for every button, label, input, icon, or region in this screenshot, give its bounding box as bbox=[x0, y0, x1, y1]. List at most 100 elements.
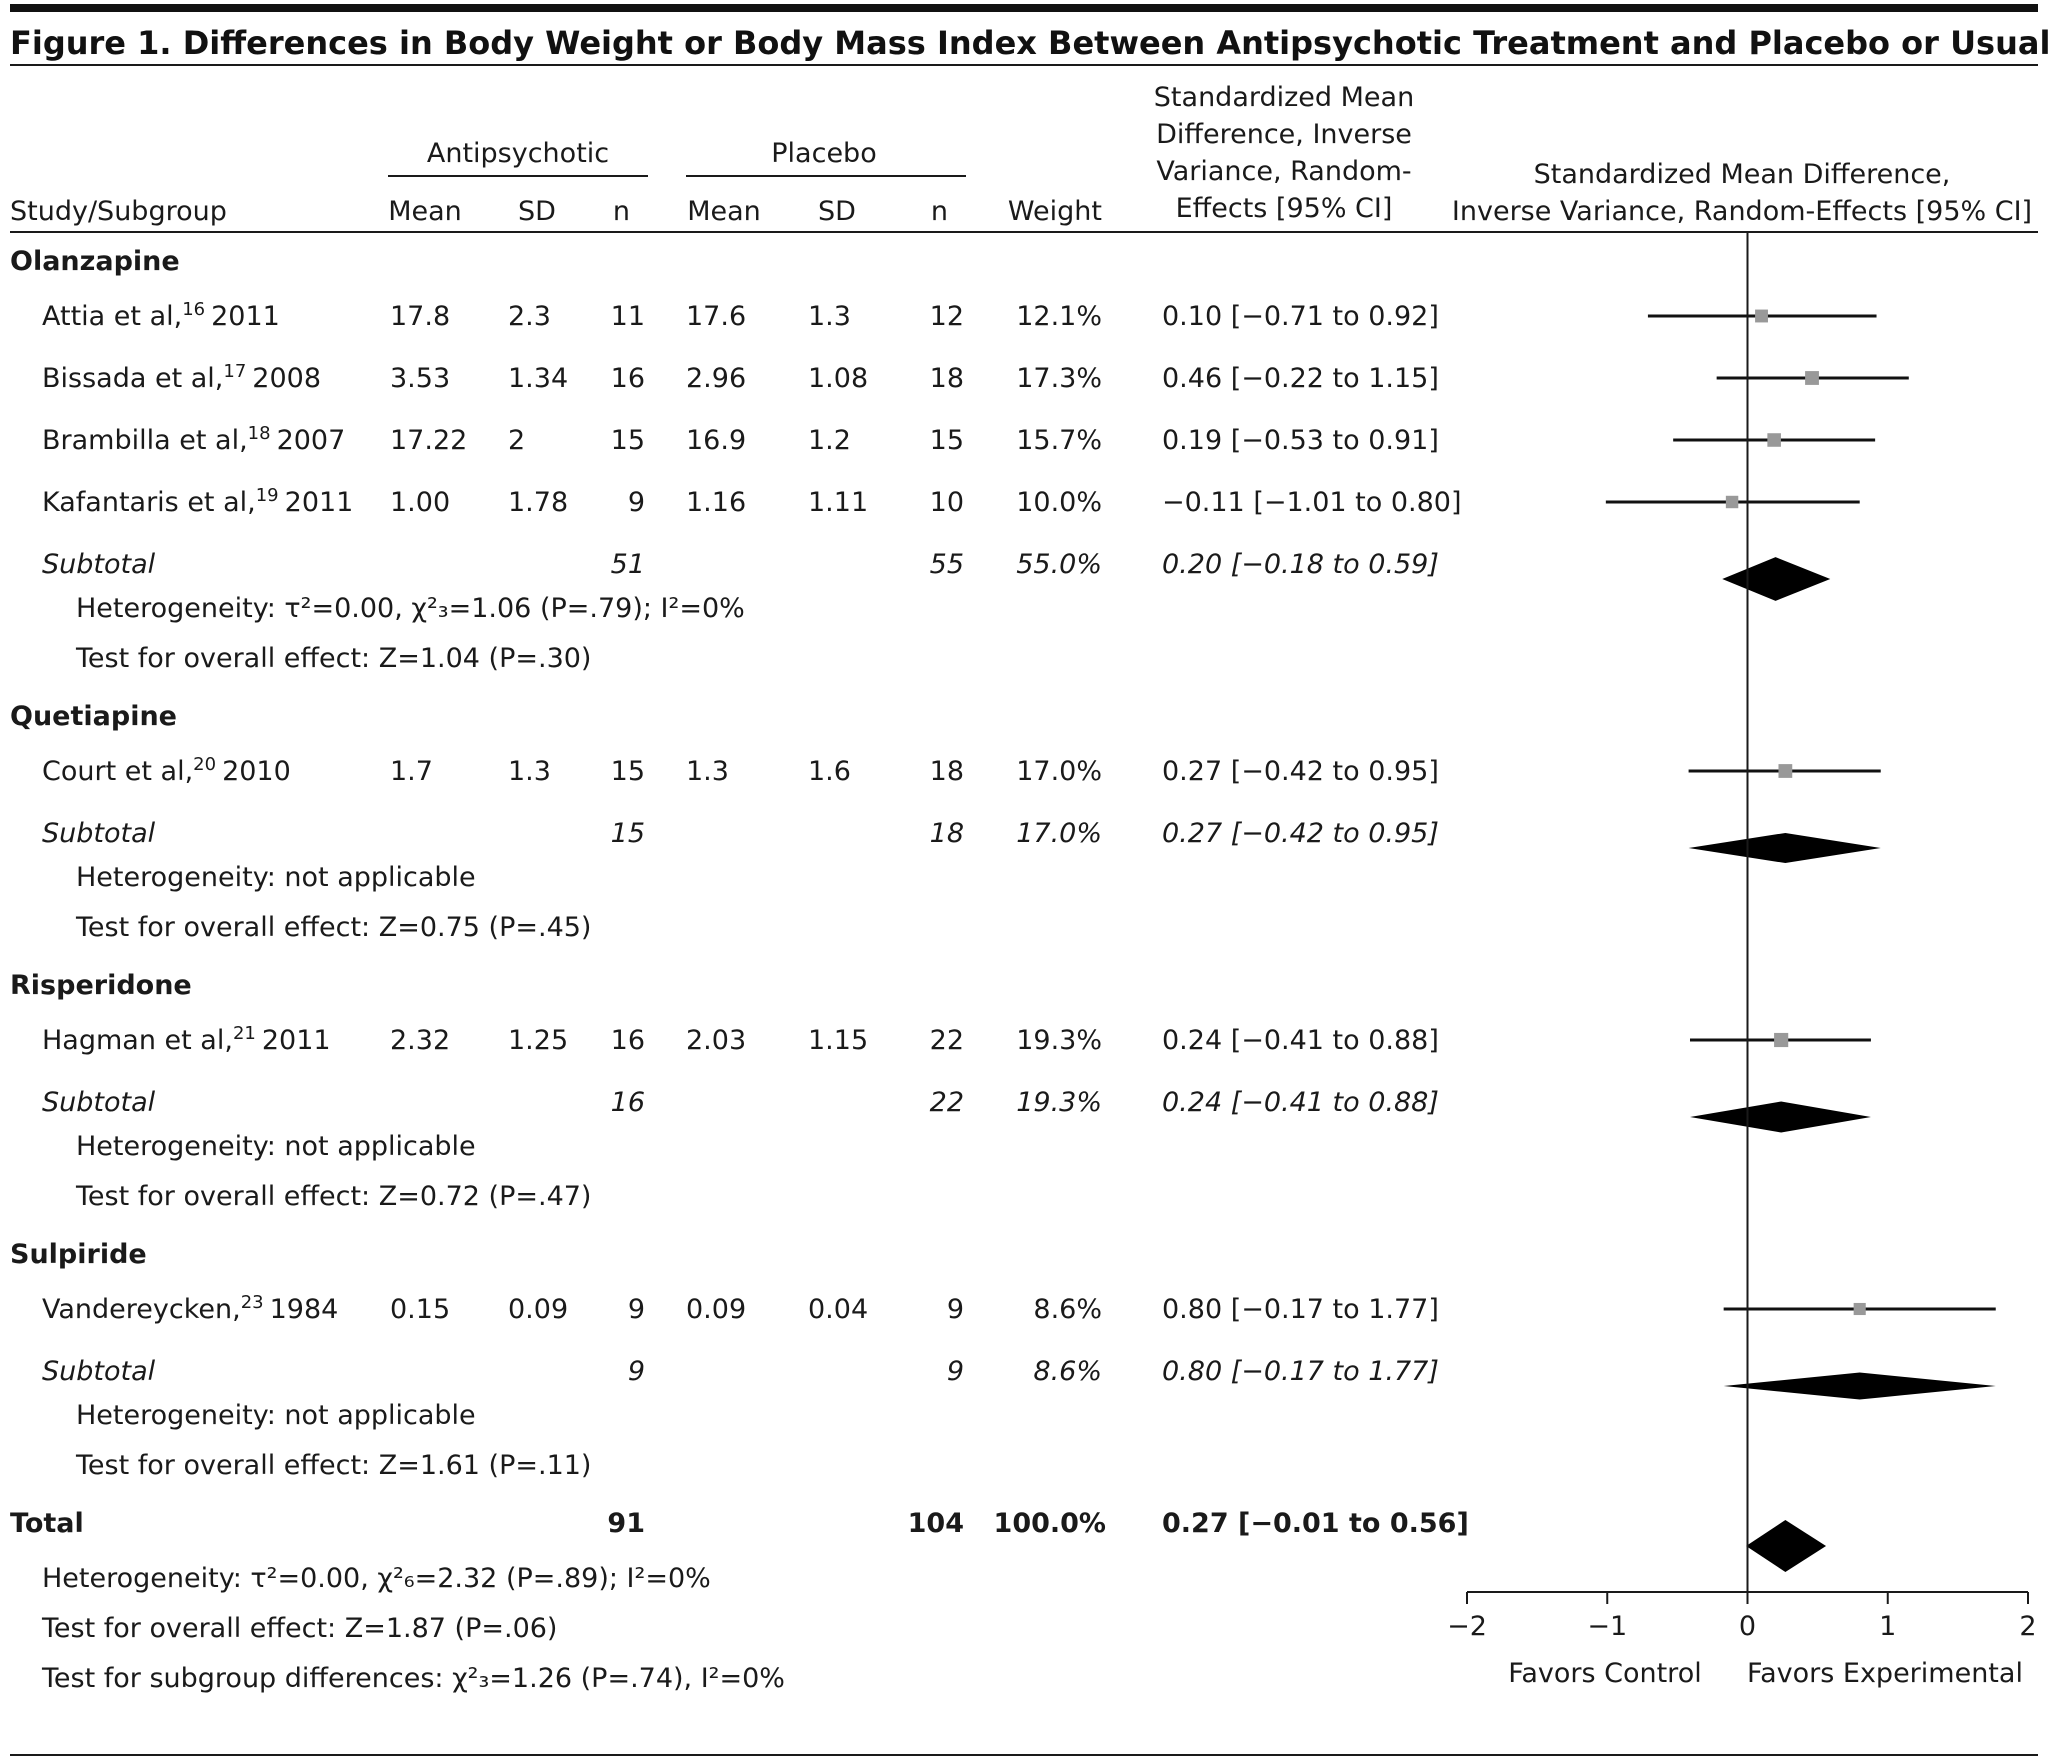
study-point-marker bbox=[1805, 371, 1819, 385]
study-weight: 10.0% bbox=[1016, 487, 1102, 518]
group-name: Sulpiride bbox=[10, 1239, 147, 1270]
subtotal-label: Subtotal bbox=[42, 549, 156, 580]
subtotal-n-antipsychotic: 51 bbox=[611, 549, 645, 580]
study-year: 2008 bbox=[252, 363, 321, 394]
study-n-antipsychotic: 9 bbox=[628, 1294, 645, 1325]
subtotal-ci: 0.80 [−0.17 to 1.77] bbox=[1162, 1356, 1439, 1387]
study-mean-placebo: 1.16 bbox=[686, 487, 746, 518]
header-plot-line: Inverse Variance, Random-Effects [95% CI… bbox=[1452, 196, 2032, 227]
subtotal-n-antipsychotic: 9 bbox=[628, 1356, 645, 1387]
header-smd-line: Standardized Mean bbox=[1154, 82, 1414, 113]
study-sd-placebo: 1.15 bbox=[808, 1025, 868, 1056]
study-sd-placebo: 1.2 bbox=[808, 425, 851, 456]
study-point-marker bbox=[1774, 1032, 1789, 1048]
study-mean-antipsychotic: 0.15 bbox=[390, 1294, 450, 1325]
subgroup-overall-effect: Test for overall effect: Z=0.75 (P=.45) bbox=[75, 912, 591, 943]
study-n-antipsychotic: 16 bbox=[611, 363, 645, 394]
subgroup-heterogeneity: Heterogeneity: not applicable bbox=[76, 862, 476, 893]
study-year: 2011 bbox=[285, 487, 354, 518]
study-mean-placebo: 2.96 bbox=[686, 363, 746, 394]
x-tick-label: 2 bbox=[2019, 1611, 2036, 1642]
x-tick-label: 1 bbox=[1879, 1611, 1896, 1642]
study-n-placebo: 22 bbox=[930, 1025, 964, 1056]
study-weight: 12.1% bbox=[1016, 301, 1102, 332]
subgroup-heterogeneity: Heterogeneity: not applicable bbox=[76, 1131, 476, 1162]
group-name: Olanzapine bbox=[10, 246, 180, 277]
study-sd-placebo: 0.04 bbox=[808, 1294, 868, 1325]
subtotal-label: Subtotal bbox=[42, 818, 156, 849]
study-ci: 0.46 [−0.22 to 1.15] bbox=[1162, 363, 1439, 394]
study-ci: −0.11 [−1.01 to 0.80] bbox=[1162, 487, 1462, 518]
study-point-marker bbox=[1767, 433, 1781, 447]
subgroup-heterogeneity: Heterogeneity: τ²=0.00, χ²₃=1.06 (P=.79)… bbox=[76, 593, 745, 624]
study-author: Attia et al,16 2011 bbox=[42, 299, 280, 332]
study-author: Court et al,20 2010 bbox=[42, 754, 291, 787]
study-sd-antipsychotic: 2 bbox=[508, 425, 525, 456]
header-n-1: n bbox=[613, 196, 630, 227]
header-antipsychotic: Antipsychotic bbox=[427, 138, 609, 169]
header-study-subgroup: Study/Subgroup bbox=[10, 196, 227, 227]
study-n-antipsychotic: 11 bbox=[611, 301, 645, 332]
x-tick-label: −2 bbox=[1447, 1611, 1487, 1642]
study-n-antipsychotic: 15 bbox=[611, 756, 645, 787]
subtotal-ci: 0.24 [−0.41 to 0.88] bbox=[1162, 1087, 1439, 1118]
study-ref: 16 bbox=[182, 299, 205, 320]
total-label: Total bbox=[10, 1508, 84, 1539]
study-author: Vandereycken,23 1984 bbox=[42, 1292, 338, 1325]
header-smd-line: Difference, Inverse bbox=[1156, 119, 1412, 150]
study-weight: 17.0% bbox=[1016, 756, 1102, 787]
study-ci: 0.19 [−0.53 to 0.91] bbox=[1162, 425, 1439, 456]
study-year: 2010 bbox=[222, 756, 291, 787]
header-smd-line: Variance, Random- bbox=[1156, 156, 1411, 187]
subtotal-weight: 19.3% bbox=[1016, 1087, 1102, 1118]
study-ref: 18 bbox=[248, 423, 271, 444]
study-mean-antipsychotic: 1.7 bbox=[390, 756, 433, 787]
study-n-placebo: 9 bbox=[947, 1294, 964, 1325]
study-ref: 21 bbox=[233, 1023, 256, 1044]
subtotal-ci: 0.20 [−0.18 to 0.59] bbox=[1162, 549, 1439, 580]
subtotal-n-placebo: 55 bbox=[930, 549, 964, 580]
subtotal-n-antipsychotic: 15 bbox=[611, 818, 645, 849]
study-year: 2007 bbox=[277, 425, 346, 456]
study-ref: 20 bbox=[193, 754, 216, 775]
study-mean-placebo: 2.03 bbox=[686, 1025, 746, 1056]
subgroup-overall-effect: Test for overall effect: Z=0.72 (P=.47) bbox=[75, 1181, 591, 1212]
total-diamond bbox=[1746, 1520, 1827, 1572]
study-sd-antipsychotic: 2.3 bbox=[508, 301, 551, 332]
header-sd-1: SD bbox=[518, 196, 556, 227]
x-tick-label: 0 bbox=[1739, 1611, 1756, 1642]
study-sd-placebo: 1.11 bbox=[808, 487, 868, 518]
study-author: Brambilla et al,18 2007 bbox=[42, 423, 345, 456]
study-n-placebo: 10 bbox=[930, 487, 964, 518]
study-author: Bissada et al,17 2008 bbox=[42, 361, 321, 394]
study-sd-placebo: 1.3 bbox=[808, 301, 851, 332]
study-n-placebo: 18 bbox=[930, 363, 964, 394]
subgroup-differences-test: Test for subgroup differences: χ²₃=1.26 … bbox=[41, 1663, 785, 1694]
favors-control-label: Favors Control bbox=[1508, 1658, 1701, 1689]
header-plot-line: Standardized Mean Difference, bbox=[1534, 159, 1951, 190]
top-rule bbox=[10, 4, 2038, 12]
study-n-placebo: 12 bbox=[930, 301, 964, 332]
study-year: 2011 bbox=[262, 1025, 331, 1056]
subtotal-n-placebo: 9 bbox=[947, 1356, 964, 1387]
study-sd-antipsychotic: 0.09 bbox=[508, 1294, 568, 1325]
study-n-antipsychotic: 15 bbox=[611, 425, 645, 456]
study-ci: 0.80 [−0.17 to 1.77] bbox=[1162, 1294, 1439, 1325]
study-n-placebo: 18 bbox=[930, 756, 964, 787]
subgroup-overall-effect: Test for overall effect: Z=1.04 (P=.30) bbox=[75, 643, 591, 674]
header-mean-2: Mean bbox=[687, 196, 761, 227]
study-year: 1984 bbox=[270, 1294, 339, 1325]
study-weight: 15.7% bbox=[1016, 425, 1102, 456]
study-mean-antipsychotic: 3.53 bbox=[390, 363, 450, 394]
group-name: Risperidone bbox=[10, 970, 192, 1001]
header-n-2: n bbox=[931, 196, 948, 227]
subtotal-diamond bbox=[1723, 1372, 1996, 1400]
study-sd-antipsychotic: 1.78 bbox=[508, 487, 568, 518]
study-ref: 19 bbox=[256, 485, 279, 506]
x-tick-label: −1 bbox=[1587, 1611, 1627, 1642]
study-sd-antipsychotic: 1.34 bbox=[508, 363, 568, 394]
study-point-marker bbox=[1725, 495, 1739, 509]
study-mean-placebo: 17.6 bbox=[686, 301, 746, 332]
study-point-marker bbox=[1853, 1302, 1866, 1316]
